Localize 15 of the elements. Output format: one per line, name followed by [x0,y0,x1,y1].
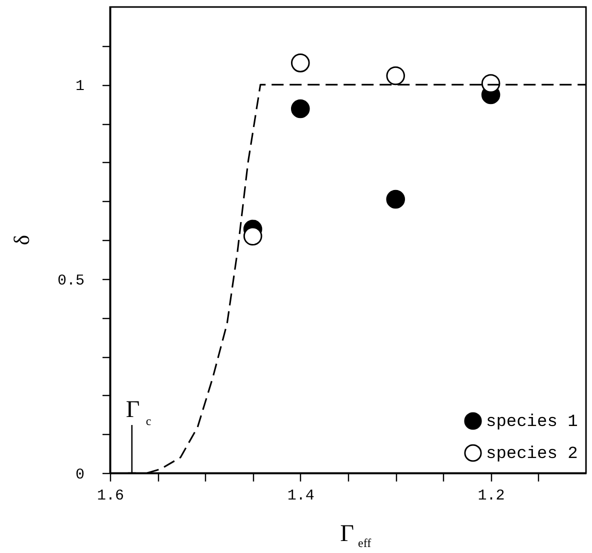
y-tick-label: 0.5 [57,272,84,290]
y-tick-label: 1 [75,78,84,96]
point [290,99,310,118]
x-tick-label: 1.4 [287,488,314,504]
legend-label: species 2 [486,445,578,464]
y-axis-title: δ [9,234,34,246]
y-tick-label: 0 [75,466,84,484]
point [243,226,262,246]
x-tick-label: 1.2 [478,488,505,504]
point [386,190,406,209]
point [290,54,310,72]
point [481,74,500,93]
x-tick-label: 1.6 [96,488,124,504]
legend-label: species 1 [486,413,578,432]
point [386,66,406,86]
